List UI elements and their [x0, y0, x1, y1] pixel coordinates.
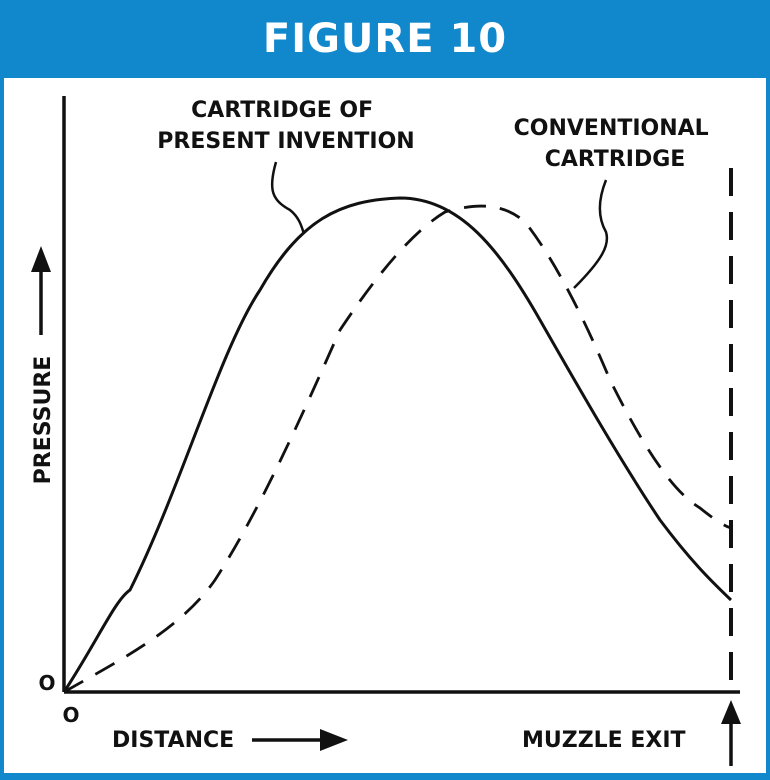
conventional-pressure-curve: [63, 204, 732, 694]
conventional-leader-line: [573, 179, 609, 289]
origin-y-label: O: [38, 671, 55, 695]
figure-title: FIGURE 10: [262, 16, 508, 62]
y-axis-label: PRESSURE: [31, 356, 56, 485]
origin-x-label: O: [62, 703, 79, 727]
invention-label: CARTRIDGE OF PRESENT INVENTION: [157, 98, 414, 154]
conventional-label: CONVENTIONAL CARTRIDGE: [514, 116, 717, 172]
distance-arrow-head: [320, 729, 348, 751]
invention-leader-line: [270, 161, 306, 235]
muzzle-exit-label: MUZZLE EXIT: [522, 728, 686, 753]
muzzle-arrow-head: [721, 700, 741, 724]
figure-header: FIGURE 10: [0, 0, 770, 78]
invention-pressure-curve: [62, 196, 733, 693]
pressure-arrow-head: [31, 246, 51, 272]
x-axis-label: DISTANCE: [112, 728, 234, 753]
